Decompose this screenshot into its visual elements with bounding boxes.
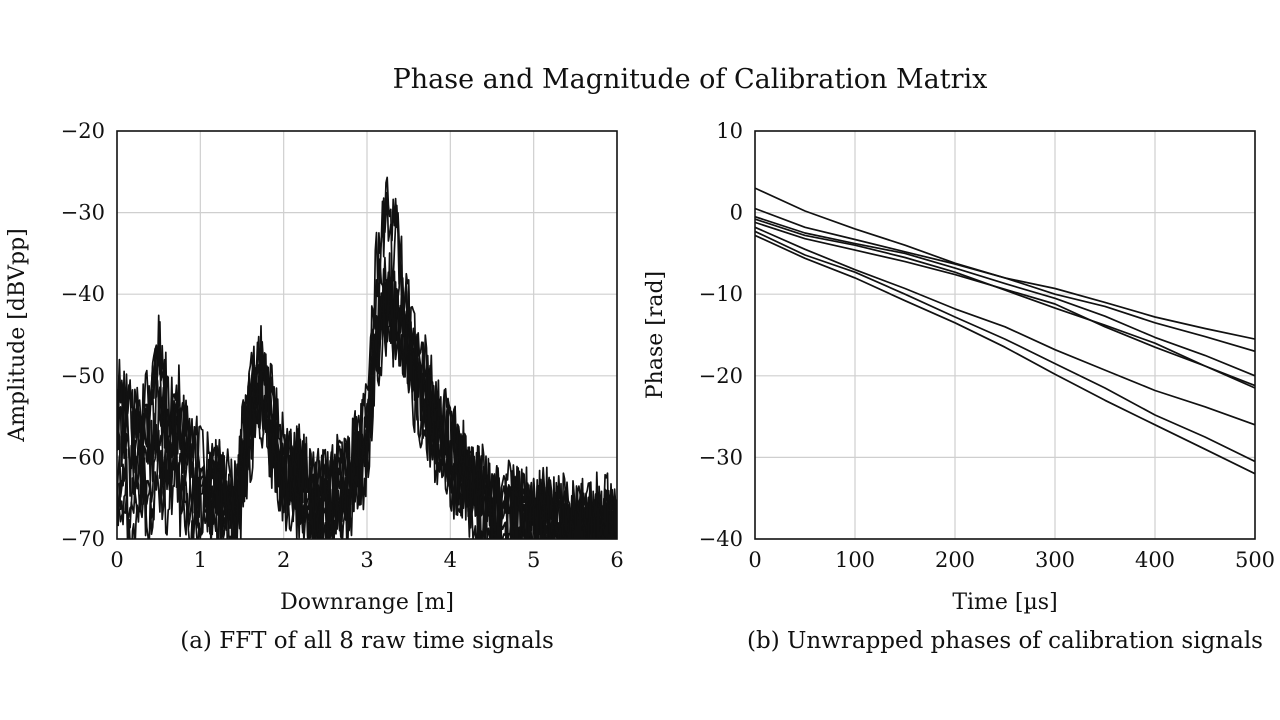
panel-b-frame [754, 130, 1256, 540]
y-tick-label: −70 [61, 527, 105, 551]
y-tick-label: −20 [61, 119, 105, 143]
y-tick-label: −30 [699, 445, 743, 469]
panel-a-y-tick-labels: −70 −60 −50 −40 −30 −20 [61, 119, 105, 551]
series-line [755, 221, 1255, 389]
x-tick-label: 4 [444, 548, 457, 572]
panel-b-grid [755, 131, 1255, 539]
panel-b-unwrapped-phase: 0 100 200 300 400 500 −40 −30 −20 −10 0 10 Time [µ… [643, 119, 1275, 654]
panel-a-frame [116, 130, 618, 540]
y-tick-label: −60 [61, 445, 105, 469]
panel-b-series-lines [755, 187, 1255, 475]
x-tick-label: 100 [835, 548, 875, 572]
x-tick-label: 6 [610, 548, 623, 572]
x-tick-label: 0 [748, 548, 761, 572]
y-tick-label: −20 [699, 364, 743, 388]
panel-a-series-lines [117, 176, 617, 539]
panel-b-x-tick-labels: 0 100 200 300 400 500 [748, 548, 1275, 572]
panel-a-x-tick-labels: 0 1 2 3 4 5 6 [110, 548, 623, 572]
figure-title: Phase and Magnitude of Calibration Matri… [393, 64, 988, 95]
series-line [755, 230, 1255, 463]
y-tick-label: −40 [699, 527, 743, 551]
panel-b-x-axis-label: Time [µs] [952, 590, 1057, 615]
panel-a-x-axis-label: Downrange [m] [280, 590, 454, 615]
panel-b-caption: (b) Unwrapped phases of calibration sign… [747, 628, 1263, 654]
series-line [755, 207, 1255, 353]
x-tick-label: 3 [360, 548, 373, 572]
x-tick-label: 0 [110, 548, 123, 572]
y-tick-label: −40 [61, 282, 105, 306]
panel-b-y-tick-labels: −40 −30 −20 −10 0 10 [699, 119, 743, 551]
x-tick-label: 1 [194, 548, 207, 572]
series-line [755, 234, 1255, 475]
x-tick-label: 5 [527, 548, 540, 572]
x-tick-label: 500 [1235, 548, 1275, 572]
panel-a-caption: (a) FFT of all 8 raw time signals [180, 628, 554, 654]
panel-b-y-axis-label: Phase [rad] [643, 271, 668, 399]
series-line [755, 215, 1255, 377]
panel-a-fft-amplitude: 0 1 2 3 4 5 6 −70 −60 −50 −40 −30 −20 Downrange [m]… [5, 119, 624, 654]
y-tick-label: −10 [699, 282, 743, 306]
x-tick-label: 2 [277, 548, 290, 572]
panel-a-y-axis-label: Amplitude [dBVpp] [5, 228, 30, 442]
x-tick-label: 400 [1135, 548, 1175, 572]
series-line [117, 293, 617, 539]
x-tick-label: 200 [935, 548, 975, 572]
y-tick-label: −30 [61, 201, 105, 225]
x-tick-label: 300 [1035, 548, 1075, 572]
y-tick-label: 0 [730, 201, 743, 225]
y-tick-label: −50 [61, 364, 105, 388]
series-line [755, 226, 1255, 426]
y-tick-label: 10 [716, 119, 743, 143]
